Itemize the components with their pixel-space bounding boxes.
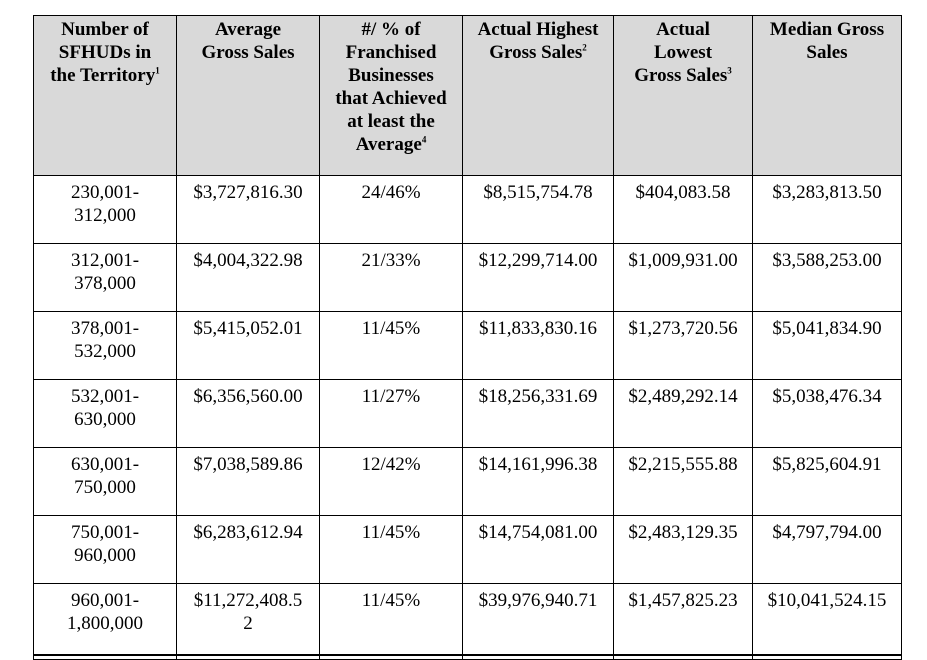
gross-sales-table: Number of SFHUDs in the Territory1 Avera…	[33, 15, 902, 660]
range-line: 378,001-	[70, 318, 140, 339]
header-line: Number of	[61, 19, 149, 40]
header-line: Lowest	[653, 42, 713, 63]
header-line: SFHUDs in	[58, 42, 152, 63]
header-line: Gross Sales	[201, 42, 295, 63]
average-line: 2	[243, 613, 253, 634]
cell-lowest: $2,489,292.14	[613, 379, 753, 448]
cell-highest: $11,833,830.16	[462, 311, 614, 380]
range-line: 532,000	[74, 341, 136, 362]
cell-range: 960,001- 1,800,000	[33, 583, 177, 660]
cell-median: $3,588,253.00	[752, 243, 902, 312]
header-line: #/ % of	[361, 19, 421, 40]
cell-highest: $12,299,714.00	[462, 243, 614, 312]
cell-achieved: 11/45%	[319, 311, 463, 380]
footnote-marker: 4	[421, 134, 427, 145]
cell-range: 230,001- 312,000	[33, 175, 177, 244]
cell-median: $3,283,813.50	[752, 175, 902, 244]
cell-lowest: $404,083.58	[613, 175, 753, 244]
cell-average: $3,727,816.30	[176, 175, 320, 244]
cell-average: $7,038,589.86	[176, 447, 320, 516]
table-row: 230,001- 312,000 $3,727,816.30 24/46% $8,…	[33, 175, 902, 244]
cell-lowest: $1,009,931.00	[613, 243, 753, 312]
range-line: 312,001-	[70, 250, 140, 271]
range-line: 630,001-	[70, 454, 140, 475]
table-header-row: Number of SFHUDs in the Territory1 Avera…	[33, 15, 902, 176]
range-line: 630,000	[74, 409, 136, 430]
range-line: 960,000	[74, 545, 136, 566]
range-line: 1,800,000	[67, 613, 143, 634]
table-row: 532,001- 630,000 $6,356,560.00 11/27% $18…	[33, 379, 902, 448]
header-line: Actual Highest	[477, 19, 599, 40]
cell-highest: $8,515,754.78	[462, 175, 614, 244]
header-line: that Achieved	[335, 88, 447, 109]
cell-achieved: 21/33%	[319, 243, 463, 312]
header-line: at least the	[347, 111, 435, 132]
cell-average: $11,272,408.5 2	[176, 583, 320, 660]
cell-median: $5,825,604.91	[752, 447, 902, 516]
average-line: $11,272,408.5	[193, 590, 303, 611]
cell-range: 532,001- 630,000	[33, 379, 177, 448]
table-row: 630,001- 750,000 $7,038,589.86 12/42% $14…	[33, 447, 902, 516]
header-line: Average	[355, 134, 422, 155]
header-line: Median Gross	[769, 19, 885, 40]
cell-achieved: 24/46%	[319, 175, 463, 244]
header-median-gross-sales: Median Gross Sales	[752, 15, 902, 176]
cell-highest: $14,754,081.00	[462, 515, 614, 584]
cell-lowest: $1,457,825.23	[613, 583, 753, 660]
range-line: 750,001-	[70, 522, 140, 543]
cell-median: $4,797,794.00	[752, 515, 902, 584]
cell-range: 630,001- 750,000	[33, 447, 177, 516]
cell-lowest: $2,483,129.35	[613, 515, 753, 584]
header-line: the Territory	[50, 65, 156, 86]
range-line: 750,000	[74, 477, 136, 498]
cell-median: $5,038,476.34	[752, 379, 902, 448]
header-achieved-average: #/ % of Franchised Businesses that Achie…	[319, 15, 463, 176]
table-bottom-rule	[33, 654, 901, 656]
table-row: 750,001- 960,000 $6,283,612.94 11/45% $14…	[33, 515, 902, 584]
footnote-marker: 3	[727, 65, 732, 76]
cell-achieved: 11/27%	[319, 379, 463, 448]
header-actual-lowest: Actual Lowest Gross Sales3	[613, 15, 753, 176]
cell-range: 378,001- 532,000	[33, 311, 177, 380]
cell-lowest: $2,215,555.88	[613, 447, 753, 516]
table-row: 378,001- 532,000 $5,415,052.01 11/45% $11…	[33, 311, 902, 380]
header-line: Actual	[656, 19, 710, 40]
cell-highest: $14,161,996.38	[462, 447, 614, 516]
cell-average: $4,004,322.98	[176, 243, 320, 312]
range-line: 378,000	[74, 273, 136, 294]
range-line: 532,001-	[70, 386, 140, 407]
cell-median: $5,041,834.90	[752, 311, 902, 380]
range-line: 230,001-	[70, 182, 140, 203]
header-sfhuds: Number of SFHUDs in the Territory1	[33, 15, 177, 176]
header-line: Gross Sales	[634, 65, 728, 86]
cell-highest: $39,976,940.71	[462, 583, 614, 660]
range-line: 960,001-	[70, 590, 140, 611]
header-line: Gross Sales	[489, 42, 583, 63]
header-average-gross-sales: Average Gross Sales	[176, 15, 320, 176]
table-row: 312,001- 378,000 $4,004,322.98 21/33% $12…	[33, 243, 902, 312]
cell-achieved: 11/45%	[319, 515, 463, 584]
header-line: Franchised	[345, 42, 437, 63]
cell-lowest: $1,273,720.56	[613, 311, 753, 380]
cell-achieved: 12/42%	[319, 447, 463, 516]
cell-range: 312,001- 378,000	[33, 243, 177, 312]
footnote-marker: 1	[155, 65, 160, 76]
cell-range: 750,001- 960,000	[33, 515, 177, 584]
cell-median: $10,041,524.15	[752, 583, 902, 660]
header-line: Average	[214, 19, 282, 40]
cell-average: $6,356,560.00	[176, 379, 320, 448]
cell-achieved: 11/45%	[319, 583, 463, 660]
range-line: 312,000	[74, 205, 136, 226]
cell-average: $5,415,052.01	[176, 311, 320, 380]
header-actual-highest: Actual Highest Gross Sales2	[462, 15, 614, 176]
header-line: Businesses	[348, 65, 434, 86]
header-line: Sales	[806, 42, 848, 63]
cell-average: $6,283,612.94	[176, 515, 320, 584]
cell-highest: $18,256,331.69	[462, 379, 614, 448]
table-row: 960,001- 1,800,000 $11,272,408.5 2 11/45% …	[33, 583, 902, 660]
footnote-marker: 2	[582, 42, 587, 53]
